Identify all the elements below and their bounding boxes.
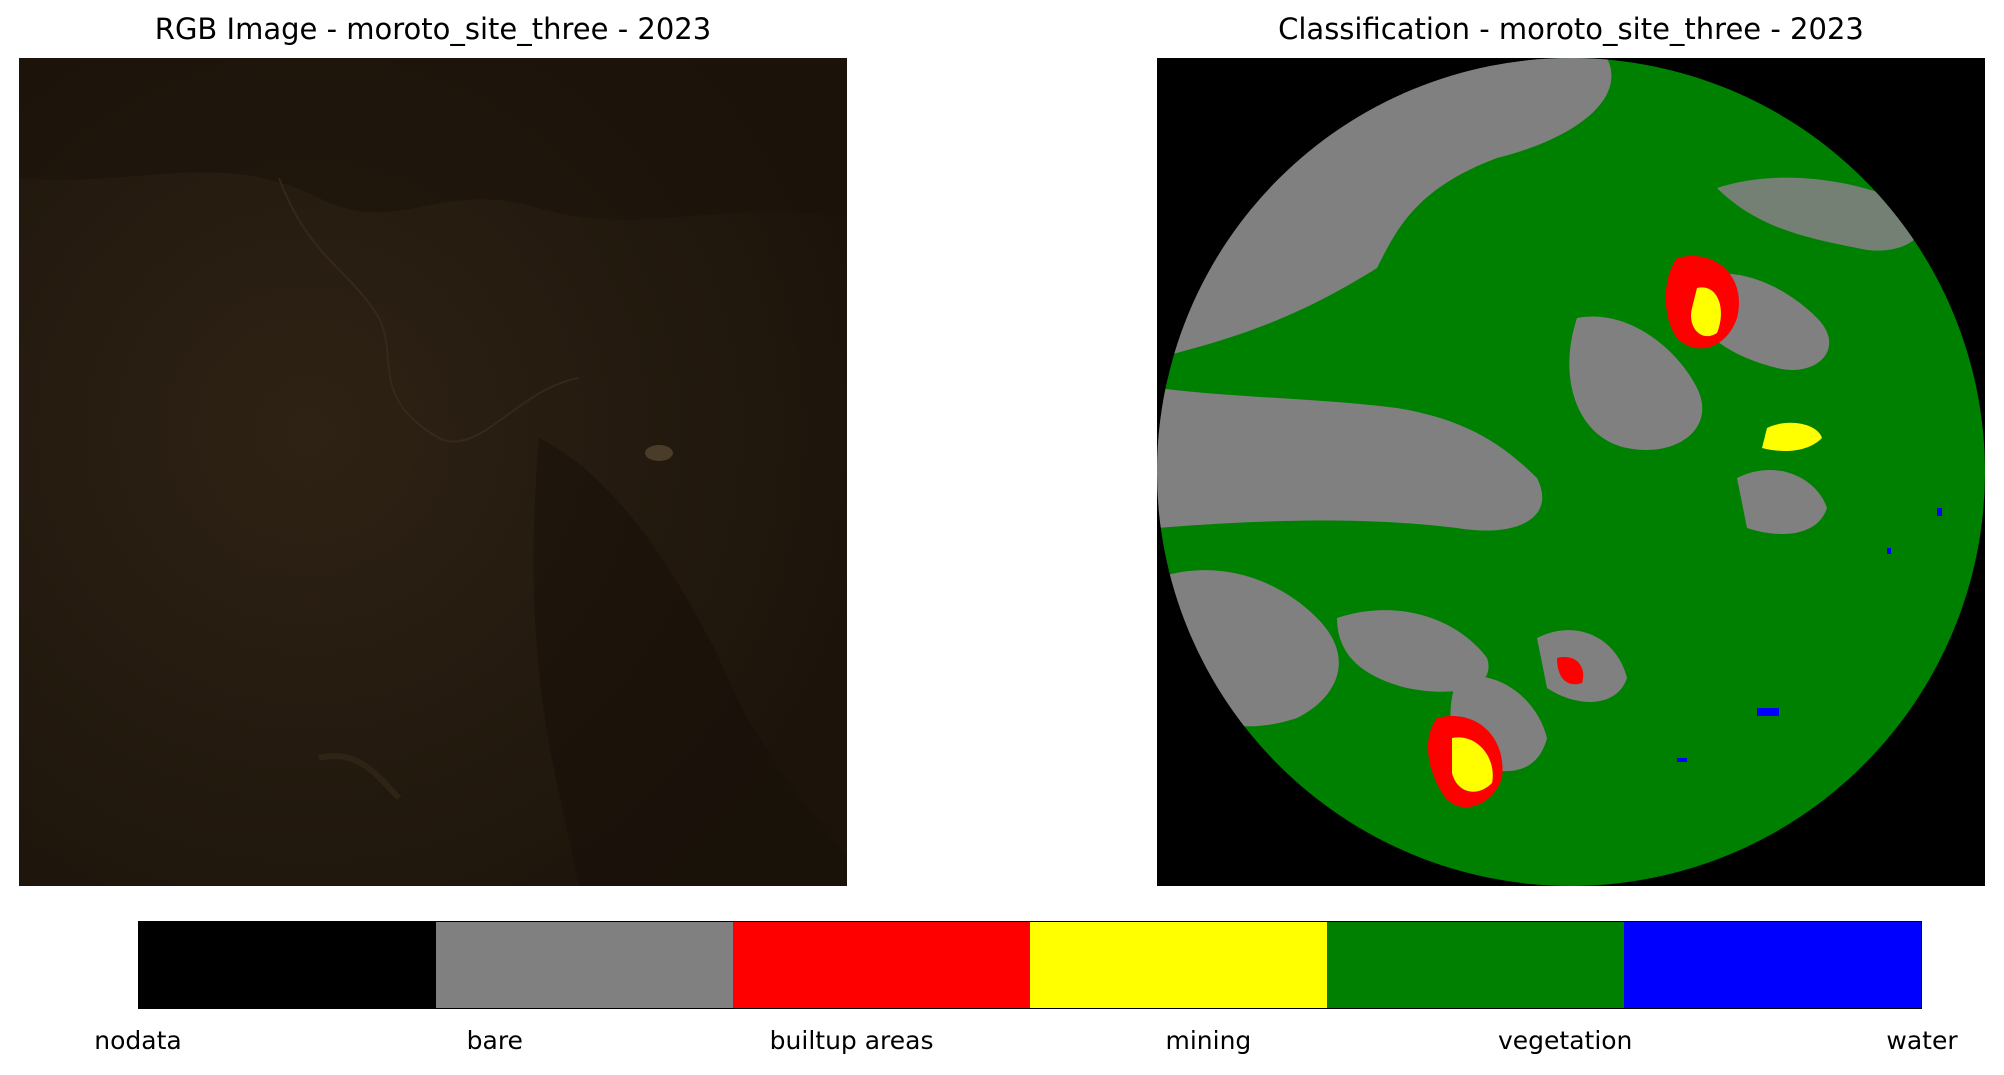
legend-swatch-bare — [436, 922, 733, 1008]
legend-label-bare: bare — [466, 1026, 523, 1055]
legend-label-builtup-areas: builtup areas — [769, 1026, 934, 1055]
classification-map-canvas — [1157, 58, 1985, 886]
rgb-image-canvas — [19, 58, 847, 886]
legend-swatch-mining — [1030, 922, 1327, 1008]
legend-swatch-water — [1624, 922, 1921, 1008]
legend-swatch-vegetation — [1327, 922, 1624, 1008]
legend-label-mining: mining — [1165, 1026, 1252, 1055]
legend-label-water: water — [1886, 1026, 1958, 1055]
legend-colorbar — [138, 921, 1922, 1009]
rgb-image — [19, 58, 847, 886]
legend-label-nodata: nodata — [94, 1026, 182, 1055]
legend-swatch-builtup-areas — [733, 922, 1030, 1008]
classification-panel-title: Classification - moroto_site_three - 202… — [1278, 12, 1864, 46]
classification-map — [1157, 58, 1985, 886]
legend-swatch-nodata — [139, 922, 436, 1008]
rgb-panel-title: RGB Image - moroto_site_three - 2023 — [154, 12, 712, 46]
legend-label-vegetation: vegetation — [1497, 1026, 1633, 1055]
